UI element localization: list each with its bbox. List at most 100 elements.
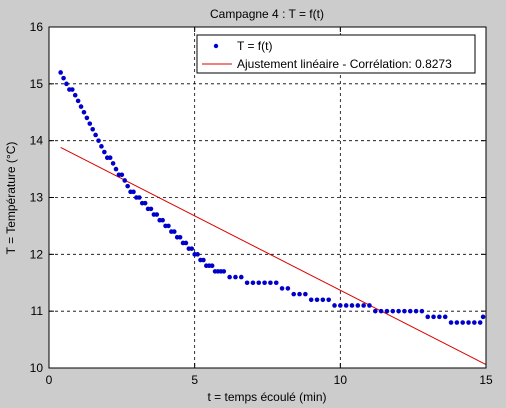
data-point xyxy=(308,297,314,303)
data-point xyxy=(372,308,378,314)
data-point xyxy=(61,75,66,81)
data-point xyxy=(189,246,195,251)
chart-title: Campagne 4 : T = f(t) xyxy=(210,7,324,21)
data-point xyxy=(87,121,93,126)
data-point xyxy=(195,252,200,257)
data-point xyxy=(84,115,90,121)
data-point xyxy=(119,172,125,178)
data-point xyxy=(477,320,483,325)
data-point xyxy=(384,308,390,314)
y-tick-label: 13 xyxy=(30,191,44,205)
data-point xyxy=(110,161,116,166)
data-point xyxy=(442,314,448,320)
data-point xyxy=(314,297,320,303)
fit-line-layer xyxy=(60,147,487,366)
data-point xyxy=(102,149,107,155)
data-point xyxy=(93,132,98,138)
data-point xyxy=(268,280,273,286)
x-tick-label: 10 xyxy=(334,373,348,387)
data-point xyxy=(113,166,119,172)
y-tick-label: 14 xyxy=(30,134,44,148)
data-point xyxy=(221,269,227,274)
data-point xyxy=(448,320,454,325)
data-point xyxy=(262,280,267,286)
data-point xyxy=(437,314,442,320)
data-point xyxy=(431,314,436,320)
data-point xyxy=(154,212,160,217)
data-point xyxy=(343,303,349,308)
legend-label-fit-line: Ajustement linéaire - Corrélation: 0.827… xyxy=(237,57,452,71)
data-point xyxy=(355,303,361,308)
x-tick-label: 5 xyxy=(191,373,198,387)
legend-box xyxy=(196,34,476,74)
data-point xyxy=(99,144,104,149)
data-point xyxy=(425,314,431,320)
x-tick-label: 0 xyxy=(46,373,53,387)
x-axis-label: t = temps écoulé (min) xyxy=(207,390,326,404)
y-tick-label: 16 xyxy=(30,20,44,34)
data-point xyxy=(160,217,165,223)
y-axis-label: T = Température (°C) xyxy=(4,142,18,255)
data-point xyxy=(297,291,302,297)
data-point xyxy=(480,314,486,320)
points-layer xyxy=(58,70,486,325)
data-point xyxy=(90,127,95,132)
y-tick-label: 15 xyxy=(30,77,44,91)
data-point xyxy=(183,240,189,246)
data-point xyxy=(142,200,148,206)
data-point xyxy=(303,291,308,297)
grid xyxy=(49,27,486,368)
data-point xyxy=(238,274,244,280)
y-tick-label: 10 xyxy=(30,361,44,375)
data-point xyxy=(378,308,384,314)
data-point xyxy=(454,320,460,325)
y-tick-label: 12 xyxy=(30,247,44,261)
data-point xyxy=(171,229,177,234)
data-point xyxy=(201,257,206,263)
data-point xyxy=(291,291,297,297)
data-point xyxy=(472,320,477,325)
data-point xyxy=(177,234,183,240)
data-point xyxy=(64,81,69,87)
data-point xyxy=(390,308,396,314)
data-point xyxy=(250,280,256,286)
data-point xyxy=(460,320,465,325)
data-point xyxy=(209,263,215,269)
data-point xyxy=(122,178,128,183)
data-point xyxy=(107,155,113,161)
data-point xyxy=(349,303,355,308)
data-point xyxy=(148,206,154,212)
legend-marker-points xyxy=(213,43,219,49)
y-tick-label: 11 xyxy=(31,304,44,318)
data-point xyxy=(96,138,101,143)
legend: T = f(t) Ajustement linéaire - Corrélati… xyxy=(196,34,476,74)
data-point xyxy=(256,280,262,286)
data-point xyxy=(78,104,84,109)
data-point xyxy=(320,297,326,303)
data-point xyxy=(361,303,366,308)
data-point xyxy=(338,303,343,308)
data-point xyxy=(166,223,171,229)
data-point xyxy=(466,320,471,325)
x-tick-label: 15 xyxy=(479,373,493,387)
legend-label-points: T = f(t) xyxy=(237,39,272,53)
data-point xyxy=(244,280,250,286)
data-point xyxy=(233,274,238,280)
data-point xyxy=(75,98,81,104)
data-point xyxy=(413,308,419,314)
data-point xyxy=(279,286,285,291)
data-point xyxy=(367,303,372,308)
data-point xyxy=(70,87,75,92)
data-point xyxy=(137,195,142,200)
data-point xyxy=(332,303,337,308)
data-point xyxy=(58,70,63,75)
data-point xyxy=(131,189,136,195)
data-point xyxy=(396,308,401,314)
data-point xyxy=(407,308,413,314)
fit-line xyxy=(60,147,487,366)
data-point xyxy=(72,92,78,98)
data-point xyxy=(125,183,130,189)
data-point xyxy=(326,297,331,303)
axis-ticks: 0 5 10 15 10 11 12 13 14 15 16 xyxy=(30,20,493,387)
